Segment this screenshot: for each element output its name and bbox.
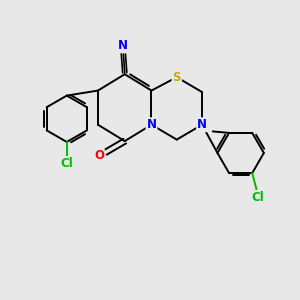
Text: O: O — [94, 149, 104, 162]
Text: Cl: Cl — [60, 157, 73, 170]
Text: Cl: Cl — [251, 191, 264, 204]
Text: N: N — [146, 118, 157, 131]
Text: N: N — [197, 118, 207, 131]
Text: N: N — [118, 40, 128, 52]
Text: S: S — [172, 71, 181, 84]
